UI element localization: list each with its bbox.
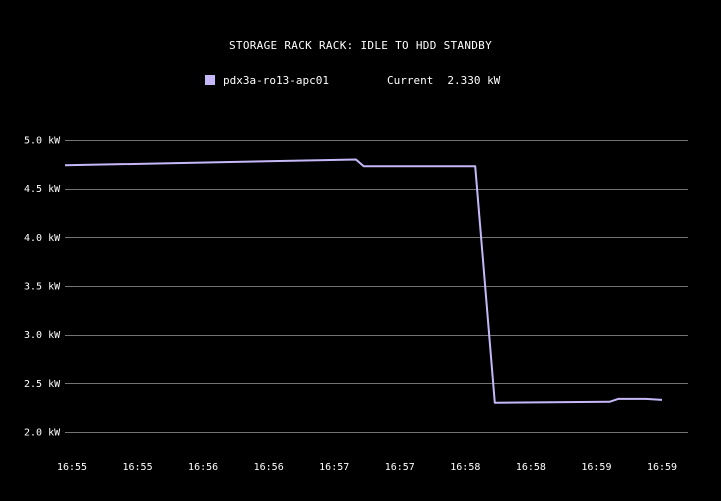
y-axis-tick-labels: 5.0 kW 4.5 kW 4.0 kW 3.5 kW 3.0 kW 2.5 kW 2.0 …: [24, 136, 61, 439]
chart-title: STORAGE RACK RACK: IDLE TO HDD STANDBY: [228, 39, 493, 52]
x-tick-label: 16:56: [254, 462, 284, 473]
y-tick-label: 3.5 kW: [24, 282, 61, 293]
y-tick-label: 4.5 kW: [24, 184, 61, 195]
y-tick-label: 3.0 kW: [24, 330, 61, 341]
legend-current-label: Current: [386, 73, 434, 87]
y-tick-label: 2.5 kW: [24, 379, 61, 390]
legend-current-value: 2.330 kW: [447, 73, 501, 87]
x-axis-tick-labels: 16:55 16:55 16:56 16:56 16:57 16:57 16:58 16:58…: [57, 462, 677, 473]
legend-series-name: pdx3a-ro13-apc01: [223, 73, 329, 87]
x-tick-label: 16:55: [123, 462, 153, 473]
x-tick-label: 16:58: [516, 462, 546, 473]
x-tick-label: 16:55: [57, 462, 87, 473]
y-tick-label: 2.0 kW: [24, 428, 61, 439]
legend-swatch: [205, 75, 215, 85]
legend: pdx3a-ro13-apc01 Current 2.330 kW: [205, 73, 500, 87]
x-tick-label: 16:57: [385, 462, 415, 473]
y-tick-label: 5.0 kW: [24, 136, 61, 147]
x-tick-label: 16:56: [188, 462, 218, 473]
series-line: [64, 158, 663, 404]
series-lines: [64, 158, 663, 404]
x-tick-label: 16:59: [647, 462, 677, 473]
y-tick-label: 4.0 kW: [24, 233, 61, 244]
grid-lines: [65, 140, 688, 433]
x-tick-label: 16:57: [319, 462, 349, 473]
x-tick-label: 16:59: [581, 462, 611, 473]
x-tick-label: 16:58: [450, 462, 480, 473]
